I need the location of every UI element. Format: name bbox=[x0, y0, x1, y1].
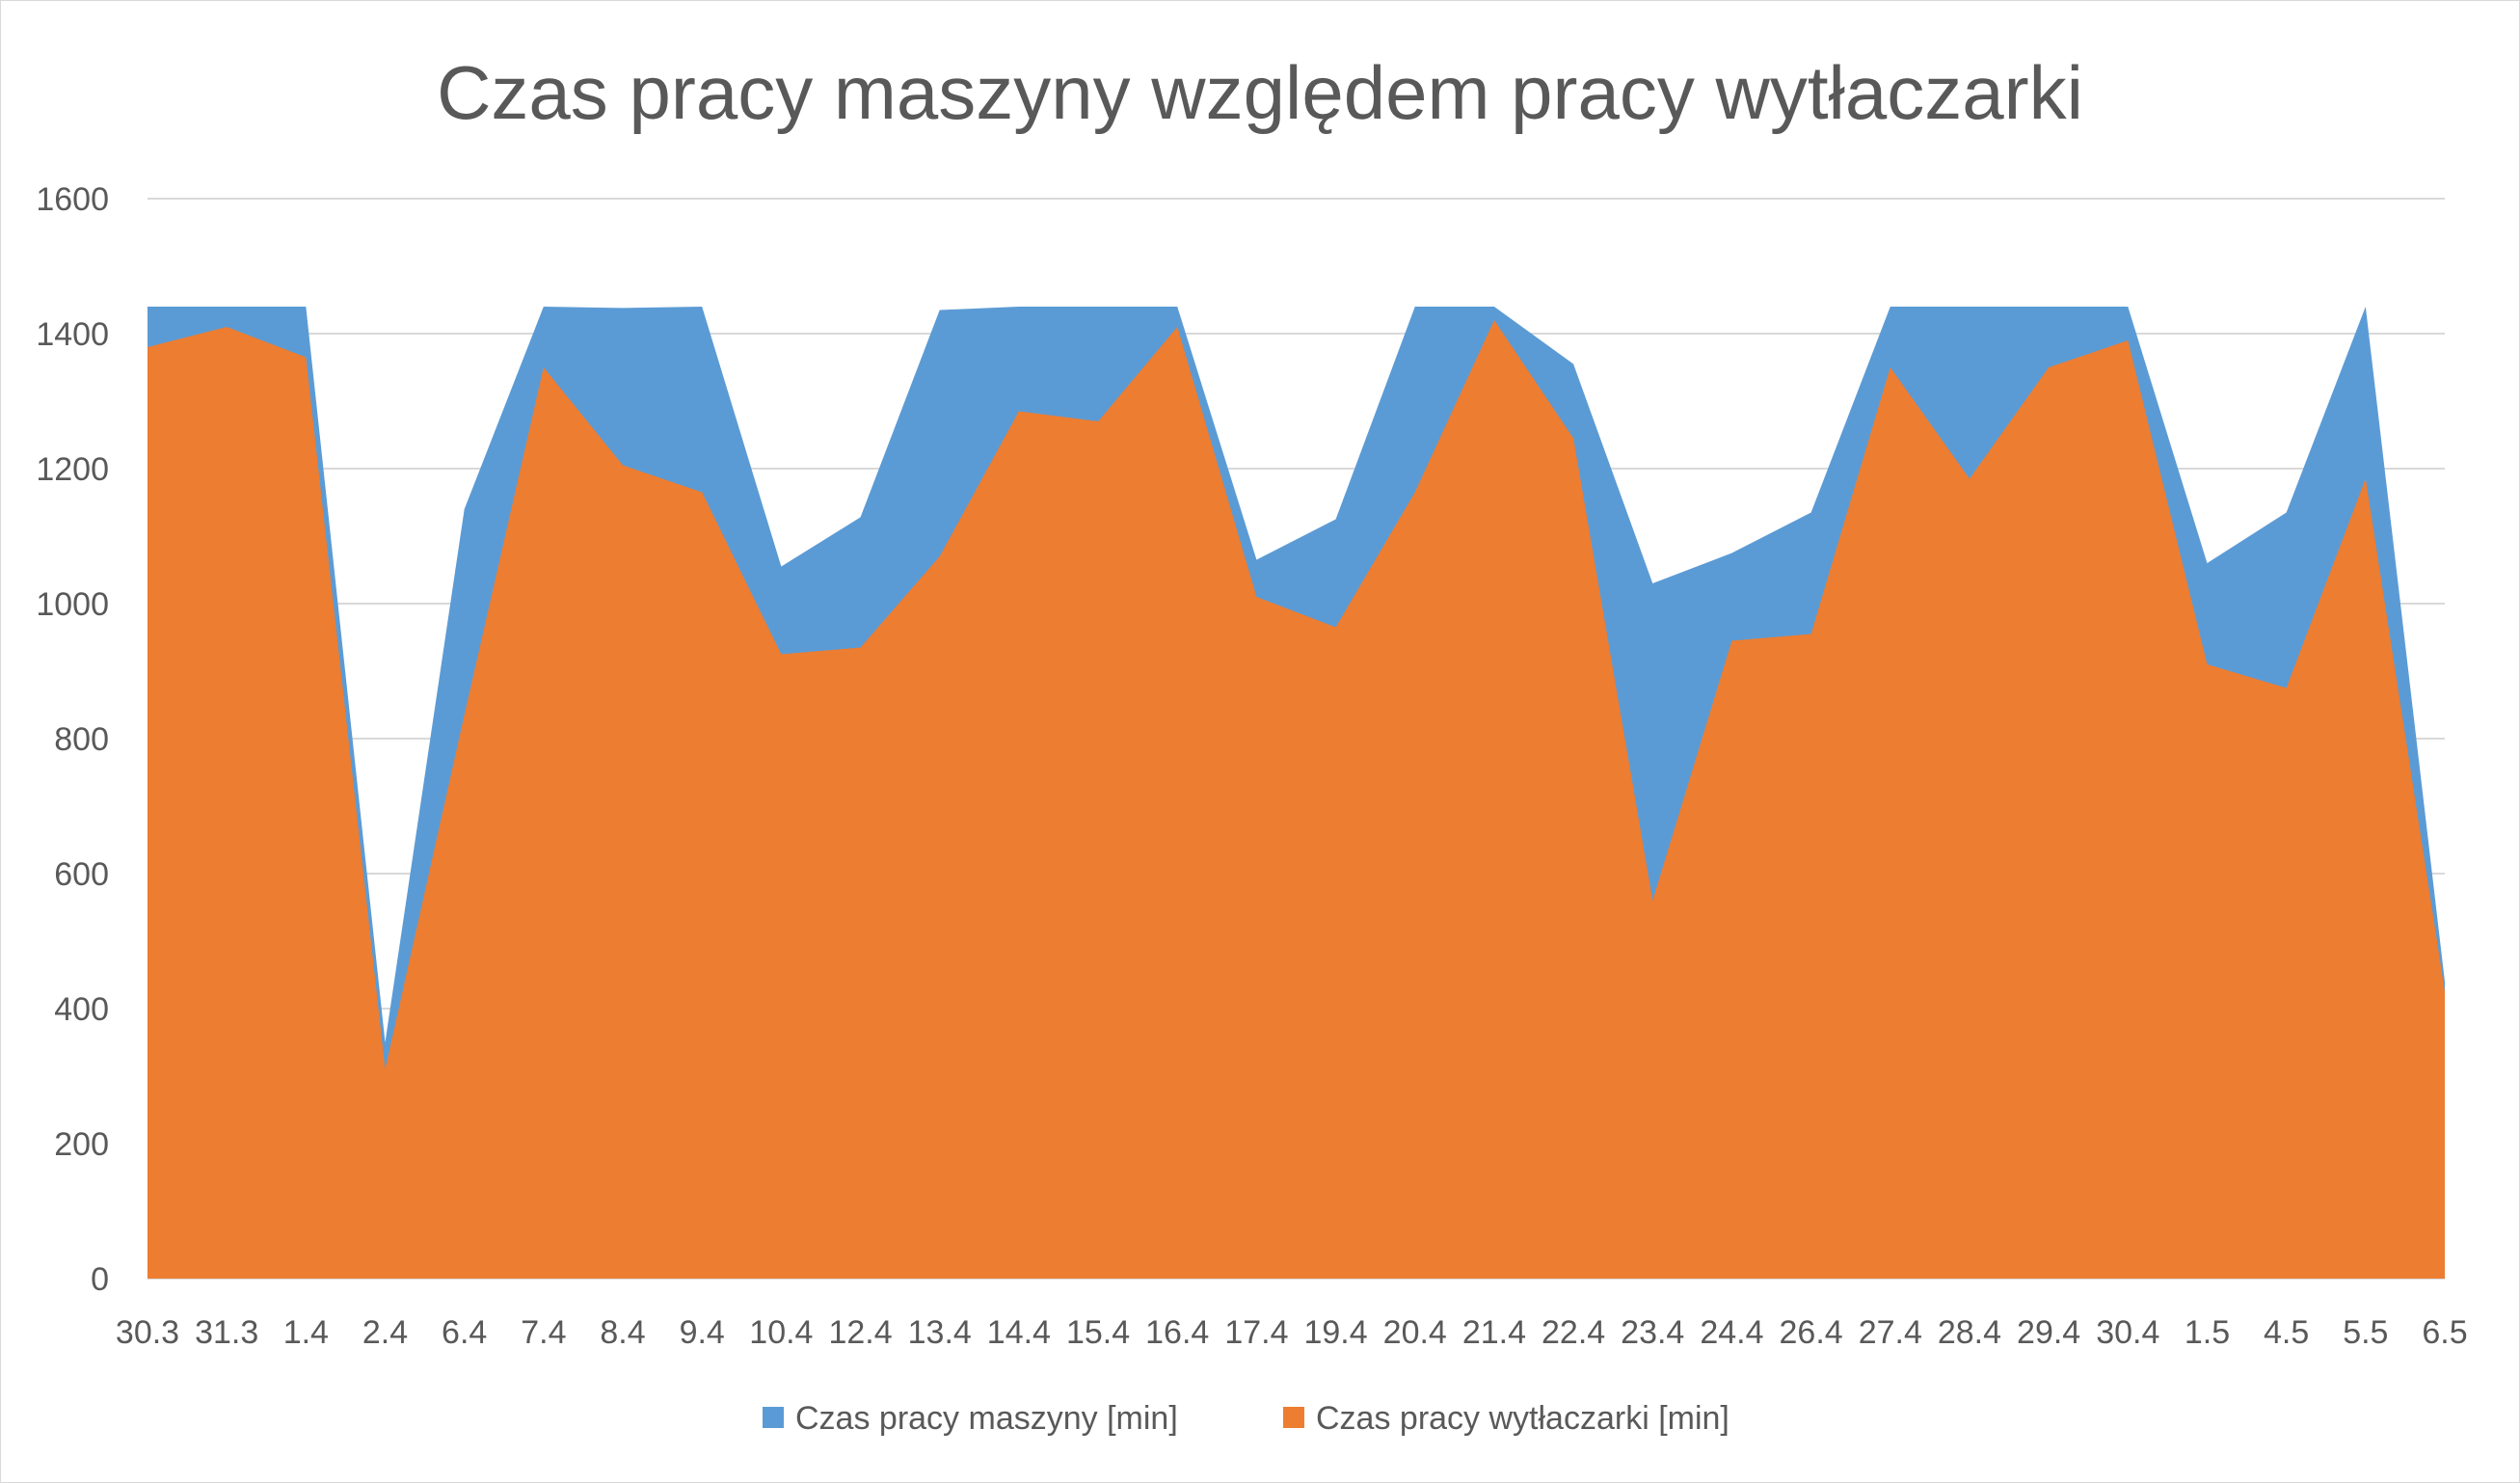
legend-swatch bbox=[1283, 1407, 1304, 1428]
x-tick-label: 9.4 bbox=[680, 1314, 725, 1351]
y-tick-label: 800 bbox=[54, 721, 109, 758]
x-tick-label: 20.4 bbox=[1383, 1314, 1447, 1351]
area-series-2 bbox=[147, 320, 2445, 1279]
x-tick-label: 5.5 bbox=[2343, 1314, 2388, 1351]
area-series bbox=[147, 307, 2445, 1279]
y-tick-label: 200 bbox=[54, 1126, 109, 1163]
x-tick-label: 1.5 bbox=[2185, 1314, 2230, 1351]
legend: Czas pracy maszyny [min] Czas pracy wytła… bbox=[763, 1400, 1729, 1437]
x-tick-label: 29.4 bbox=[2017, 1314, 2080, 1351]
legend-swatch bbox=[763, 1407, 784, 1428]
y-tick-label: 400 bbox=[54, 991, 109, 1028]
x-tick-label: 30.3 bbox=[116, 1314, 179, 1351]
x-tick-label: 7.4 bbox=[521, 1314, 566, 1351]
x-tick-label: 31.3 bbox=[195, 1314, 258, 1351]
legend-label: Czas pracy wytłaczarki [min] bbox=[1316, 1400, 1729, 1437]
x-tick-label: 6.4 bbox=[442, 1314, 487, 1351]
x-tick-label: 17.4 bbox=[1224, 1314, 1288, 1351]
x-tick-label: 28.4 bbox=[1938, 1314, 2001, 1351]
x-tick-label: 12.4 bbox=[828, 1314, 892, 1351]
x-tick-label: 10.4 bbox=[749, 1314, 813, 1351]
x-tick-label: 24.4 bbox=[1700, 1314, 1763, 1351]
y-tick-label: 1200 bbox=[36, 451, 109, 488]
x-tick-label: 21.4 bbox=[1462, 1314, 1526, 1351]
x-axis: 30.3 31.3 1.4 2.4 6.4 7.4 8.4 9.4 10.4 12.4 13.4 14… bbox=[116, 1314, 2468, 1351]
x-tick-label: 26.4 bbox=[1780, 1314, 1843, 1351]
x-tick-label: 16.4 bbox=[1145, 1314, 1209, 1351]
x-tick-label: 4.5 bbox=[2264, 1314, 2309, 1351]
legend-label: Czas pracy maszyny [min] bbox=[795, 1400, 1178, 1437]
x-tick-label: 22.4 bbox=[1541, 1314, 1605, 1351]
x-tick-label: 8.4 bbox=[600, 1314, 645, 1351]
x-tick-label: 1.4 bbox=[283, 1314, 329, 1351]
x-tick-label: 15.4 bbox=[1066, 1314, 1130, 1351]
x-tick-label: 23.4 bbox=[1621, 1314, 1684, 1351]
x-tick-label: 6.5 bbox=[2422, 1314, 2467, 1351]
y-tick-label: 0 bbox=[91, 1261, 109, 1298]
x-tick-label: 13.4 bbox=[908, 1314, 972, 1351]
y-tick-label: 1400 bbox=[36, 316, 109, 353]
y-tick-label: 1000 bbox=[36, 586, 109, 623]
x-tick-label: 2.4 bbox=[362, 1314, 408, 1351]
y-tick-label: 1600 bbox=[36, 181, 109, 218]
chart-title: Czas pracy maszyny względem pracy wytłac… bbox=[437, 50, 2083, 135]
x-tick-label: 27.4 bbox=[1859, 1314, 1922, 1351]
x-tick-label: 14.4 bbox=[987, 1314, 1051, 1351]
x-tick-label: 30.4 bbox=[2096, 1314, 2159, 1351]
x-tick-label: 19.4 bbox=[1303, 1314, 1367, 1351]
y-axis: 0 200 400 600 800 1000 1200 1400 1600 bbox=[36, 181, 109, 1298]
y-tick-label: 600 bbox=[54, 856, 109, 893]
